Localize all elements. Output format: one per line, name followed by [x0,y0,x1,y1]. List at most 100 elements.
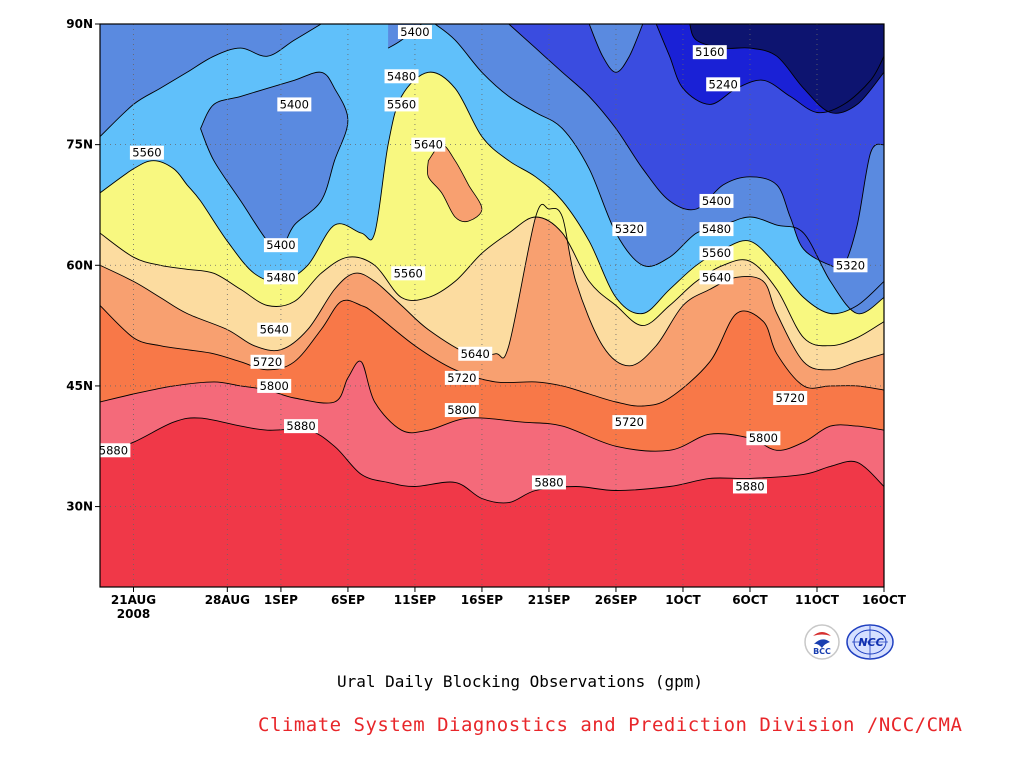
contour-label-text: 5480 [702,222,731,236]
x-tick-label: 11OCT [795,593,840,607]
contour-label: 5480 [384,69,419,84]
contour-line [100,299,884,407]
contour-label: 5160 [692,45,727,60]
contour-line [100,203,884,371]
contour-label-text: 5560 [394,266,423,280]
contour-line [689,24,884,114]
contour-line [434,24,884,315]
contour-label: 5720 [250,354,285,369]
contour-label: 5320 [833,258,868,273]
contour-line [588,24,644,73]
contour-label-text: 5720 [447,371,476,385]
contour-label: 5560 [129,145,164,160]
contour-label-bg [444,403,479,418]
band-fill [426,144,483,223]
x-tick-label: 6OCT [732,593,768,607]
contour-label: 5800 [257,378,292,393]
contour-label-text: 5880 [534,475,563,489]
contour-label: 5480 [263,270,298,285]
contour-label-bg [612,415,647,430]
contour-label-text: 5400 [266,238,295,252]
contour-label-bg [257,378,292,393]
contour-label: 5880 [732,479,767,494]
x-tick-label: 1OCT [665,593,701,607]
contour-label: 5400 [397,25,432,40]
contour-label-text: 5640 [260,323,289,337]
contour-label-text: 5480 [266,270,295,284]
contour-label: 5640 [257,322,292,337]
contour-label-bg [100,443,131,458]
contour-label: 5640 [411,137,446,152]
contour-label-text: 5720 [776,391,805,405]
contour-label-bg [699,270,734,285]
contour-label-bg [699,193,734,208]
svg-text:NCC: NCC [858,636,883,649]
contour-label: 5640 [458,346,493,361]
x-tick-label: 11SEP [394,593,437,607]
contour-label-bg [257,322,292,337]
contour-label: 5560 [391,266,426,281]
contour-label-bg [612,222,647,237]
x-tick-label: 6SEP [331,593,365,607]
x-tick-label: 16OCT [862,593,907,607]
contour-label-bg [263,270,298,285]
contour-line [100,216,884,347]
contour-label-bg [833,258,868,273]
x-tick-label: 16SEP [461,593,504,607]
y-tick-label: 30N [66,500,93,514]
contour-label: 5640 [699,270,734,285]
contour-label: 5400 [277,97,312,112]
x-tick-sublabel: 2008 [117,607,150,621]
contour-label-bg [397,25,432,40]
contour-label-text: 5160 [695,45,724,59]
x-tick-label: 21AUG [111,593,156,607]
band-fill [100,24,322,137]
contour-label-bg [699,246,734,261]
contour-label-text: 5320 [836,258,865,272]
contour-line [655,24,884,114]
band-fill [689,24,884,114]
contour-label: 5400 [699,193,734,208]
contour-label-text: 5880 [99,443,128,457]
contour-label-bg [773,390,808,405]
contour-label: 5880 [99,443,131,458]
band-fill [200,72,348,251]
contour-label: 5800 [746,431,781,446]
chart-subtitle: Ural Daily Blocking Observations (gpm) [336,672,704,691]
x-tick-label: 28AUG [205,593,250,607]
contour-label-bg [411,137,446,152]
contour-label-bg [263,238,298,253]
x-tick-label: 26SEP [595,593,638,607]
contour-label-text: 5320 [615,222,644,236]
contour-label-text: 5560 [387,97,416,111]
contour-line [100,71,884,315]
contour-label-text: 5560 [132,146,161,160]
contour-label: 5400 [263,238,298,253]
contour-label-text: 5640 [414,138,443,152]
contour-label-bg [129,145,164,160]
contour-label-text: 5720 [615,415,644,429]
contour-label-bg [284,419,319,434]
contour-label-text: 5640 [461,347,490,361]
contour-label-text: 5400 [280,97,309,111]
contour-label: 5880 [284,419,319,434]
y-tick-label: 75N [66,138,93,152]
y-tick-label: 90N [66,17,93,31]
contour-label-text: 5240 [709,77,738,91]
contour-label-bg [458,346,493,361]
contour-label-bg [391,266,426,281]
contour-label: 5320 [612,222,647,237]
contour-label-bg [250,354,285,369]
contour-label: 5800 [444,403,479,418]
contour-label-bg [384,97,419,112]
contour-label: 5480 [699,222,734,237]
plot-frame [99,23,885,588]
contour-label: 5240 [706,77,741,92]
contour-label-text: 5880 [286,419,315,433]
band-fill [589,24,643,73]
contour-label-bg [531,475,566,490]
contour-label-text: 5400 [400,25,429,39]
contour-label-text: 5640 [702,270,731,284]
contour-label-bg [277,97,312,112]
contour-label-text: 5800 [447,403,476,417]
